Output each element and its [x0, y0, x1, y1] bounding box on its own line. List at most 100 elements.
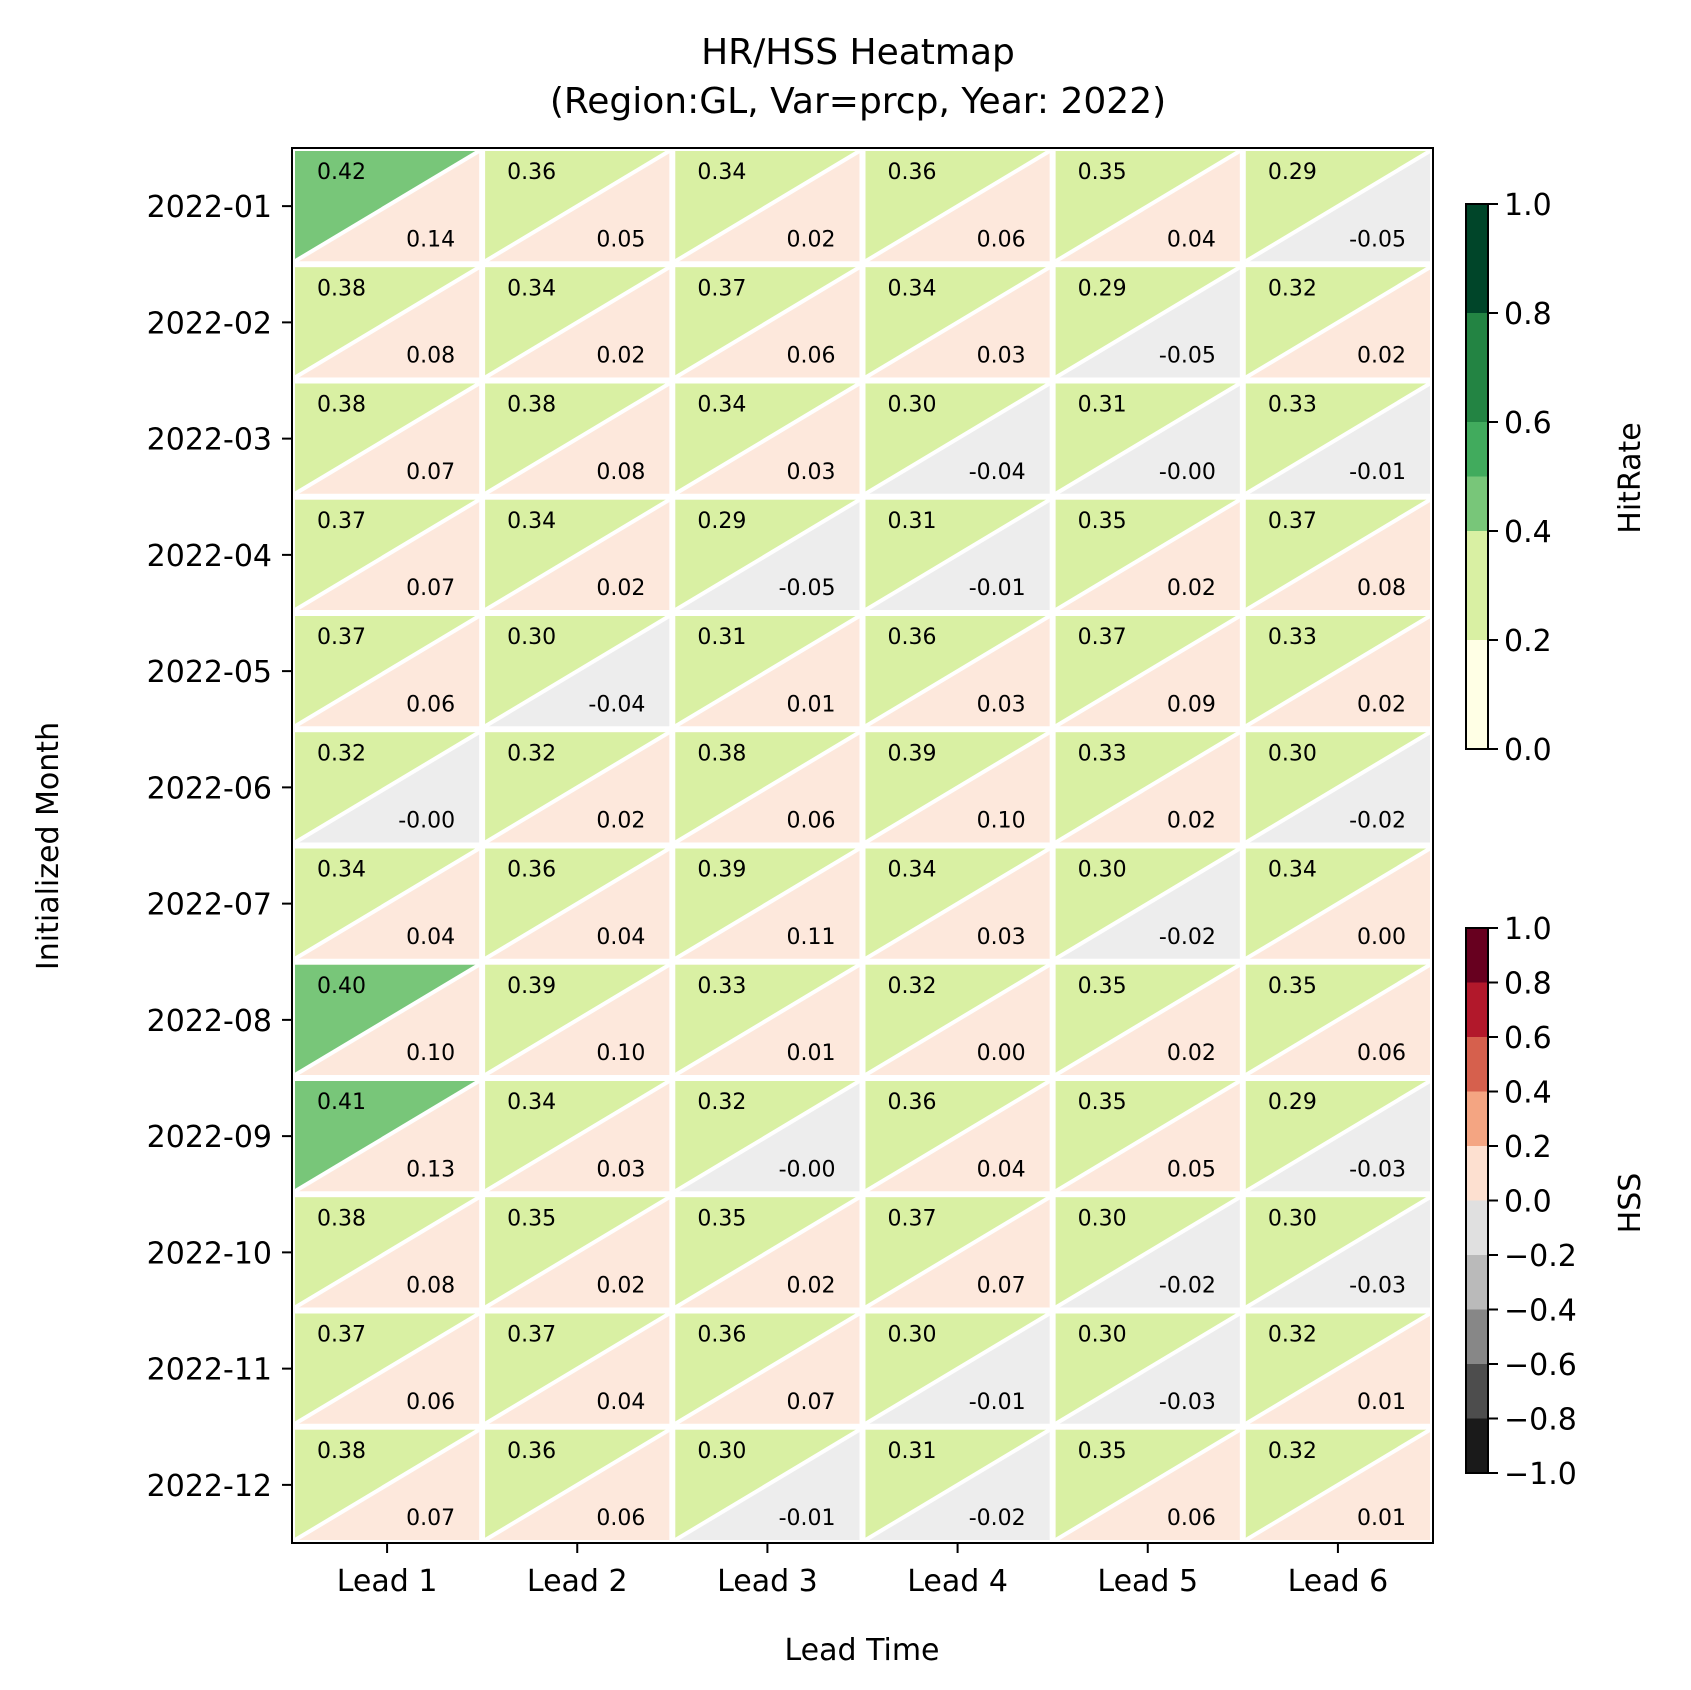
hitrate-colorbar-tick-label: 0.0	[1504, 733, 1552, 768]
hitrate-value: 0.36	[507, 160, 556, 185]
hss-value: 0.10	[406, 1041, 455, 1066]
hss-value: -0.01	[1349, 460, 1406, 485]
hss-value: 0.06	[977, 227, 1026, 252]
hss-value: 0.06	[787, 809, 836, 834]
cell-diagonal	[864, 381, 1051, 496]
hitrate-colorbar-tick-label: 0.2	[1504, 624, 1552, 659]
y-tick-label: 2022-04	[147, 539, 272, 574]
hss-value: 0.13	[406, 1157, 455, 1182]
hitrate-value: 0.34	[1268, 858, 1317, 883]
hss-value: 0.02	[596, 344, 645, 369]
hss-value: 0.02	[1167, 576, 1216, 601]
heatmap-cell: 0.38 0.07	[293, 1428, 481, 1542]
hss-colorbar-tick-label: −0.2	[1504, 1239, 1577, 1274]
cell-diagonal	[293, 1079, 481, 1193]
cell-diagonal	[674, 381, 861, 496]
hss-value: 0.04	[596, 1390, 645, 1415]
cell-diagonal	[1054, 963, 1241, 1077]
hss-colorbar-segment	[1466, 1255, 1488, 1310]
x-tick-label: Lead 6	[1288, 1564, 1389, 1599]
hss-value: 0.02	[1357, 692, 1406, 717]
hss-colorbar-tick-label: −0.4	[1504, 1294, 1577, 1329]
hss-value: 0.07	[787, 1390, 836, 1415]
hss-value: 0.06	[787, 344, 836, 369]
hitrate-value: 0.32	[888, 974, 937, 999]
hitrate-value: 0.39	[507, 974, 556, 999]
heatmap-cell: 0.38 0.06	[674, 730, 861, 845]
hitrate-value: 0.36	[888, 625, 937, 650]
hss-colorbar-tick-label: 0.6	[1504, 1021, 1552, 1056]
hss-value: 0.06	[406, 692, 455, 717]
x-tick-label: Lead 3	[717, 1564, 818, 1599]
hss-value: 0.02	[596, 1274, 645, 1299]
heatmap-cell: 0.37 0.09	[1054, 614, 1241, 728]
heatmap-cell: 0.36 0.06	[864, 149, 1051, 263]
heatmap-cell: 0.30 -0.02	[1054, 1195, 1241, 1310]
hitrate-value: 0.32	[1268, 276, 1317, 301]
hss-value: 0.08	[406, 1274, 455, 1299]
heatmap-cell: 0.38 0.08	[293, 1195, 481, 1310]
hss-value: 0.06	[1167, 1506, 1216, 1531]
hitrate-value: 0.34	[317, 858, 366, 883]
cell-diagonal	[1244, 846, 1432, 961]
hitrate-colorbar-segment	[1466, 422, 1488, 477]
hitrate-value: 0.29	[697, 509, 746, 534]
cell-diagonal	[1054, 1079, 1241, 1193]
y-tick-label: 2022-03	[147, 423, 272, 458]
hss-value: 0.03	[977, 692, 1026, 717]
heatmap-cell: 0.35 0.06	[1244, 963, 1432, 1077]
hss-value: -0.05	[1349, 227, 1406, 252]
cell-diagonal	[484, 730, 671, 845]
hss-value: 0.06	[406, 1390, 455, 1415]
hitrate-value: 0.29	[1078, 276, 1127, 301]
heatmap-cell: 0.37 0.07	[864, 1195, 1051, 1310]
hitrate-value: 0.35	[1078, 1439, 1127, 1464]
heatmap-cell: 0.30 -0.01	[674, 1428, 861, 1542]
heatmap-cell: 0.34 0.02	[484, 498, 671, 612]
hitrate-value: 0.34	[888, 276, 937, 301]
hitrate-value: 0.35	[1078, 1090, 1127, 1115]
heatmap-cell: 0.30 -0.02	[1244, 730, 1432, 845]
hss-value: 0.02	[787, 1274, 836, 1299]
cell-diagonal	[484, 1311, 671, 1426]
hitrate-value: 0.36	[507, 858, 556, 883]
hitrate-value: 0.37	[317, 625, 366, 650]
hitrate-value: 0.34	[697, 160, 746, 185]
heatmap-cell: 0.29 -0.05	[1244, 149, 1432, 263]
hss-colorbar-label: HSS	[1613, 1173, 1648, 1234]
hss-value: 0.00	[977, 1041, 1026, 1066]
cell-diagonal	[1244, 730, 1432, 845]
heatmap-cell: 0.36 0.04	[864, 1079, 1051, 1193]
hss-value: 0.03	[977, 344, 1026, 369]
hss-colorbar-tick-label: −0.8	[1504, 1403, 1577, 1438]
hitrate-value: 0.32	[1268, 1323, 1317, 1348]
heatmap-cell: 0.34 0.03	[864, 265, 1051, 380]
hss-value: -0.01	[969, 1390, 1026, 1415]
heatmap-cell: 0.33 0.02	[1244, 614, 1432, 728]
heatmap-cell: 0.36 0.06	[484, 1428, 671, 1542]
cell-diagonal	[484, 1079, 671, 1193]
heatmap-cell: 0.36 0.04	[484, 846, 671, 961]
cell-diagonal	[1054, 846, 1241, 961]
plot-frame	[291, 147, 1434, 1544]
hss-value: -0.04	[969, 460, 1026, 485]
hitrate-value: 0.42	[317, 160, 366, 185]
hss-value: 0.02	[1167, 809, 1216, 834]
heatmap-cell: 0.34 0.03	[674, 381, 861, 496]
hitrate-value: 0.34	[507, 1090, 556, 1115]
hitrate-colorbar-segment	[1466, 313, 1488, 422]
cell-diagonal	[1244, 498, 1432, 612]
heatmap-cell: 0.37 0.06	[674, 265, 861, 380]
cell-diagonal	[1244, 614, 1432, 728]
hitrate-value: 0.35	[1078, 160, 1127, 185]
hss-colorbar-tick-label: −1.0	[1504, 1457, 1577, 1492]
hss-value: 0.04	[406, 925, 455, 950]
heatmap-cell: 0.35 0.02	[1054, 963, 1241, 1077]
hss-value: 0.02	[596, 576, 645, 601]
hitrate-value: 0.38	[507, 393, 556, 418]
hitrate-value: 0.30	[1078, 1206, 1127, 1231]
y-tick-label: 2022-05	[147, 655, 272, 690]
hss-value: -0.02	[969, 1506, 1026, 1531]
hitrate-value: 0.32	[697, 1090, 746, 1115]
heatmap-cell: 0.35 0.02	[1054, 498, 1241, 612]
